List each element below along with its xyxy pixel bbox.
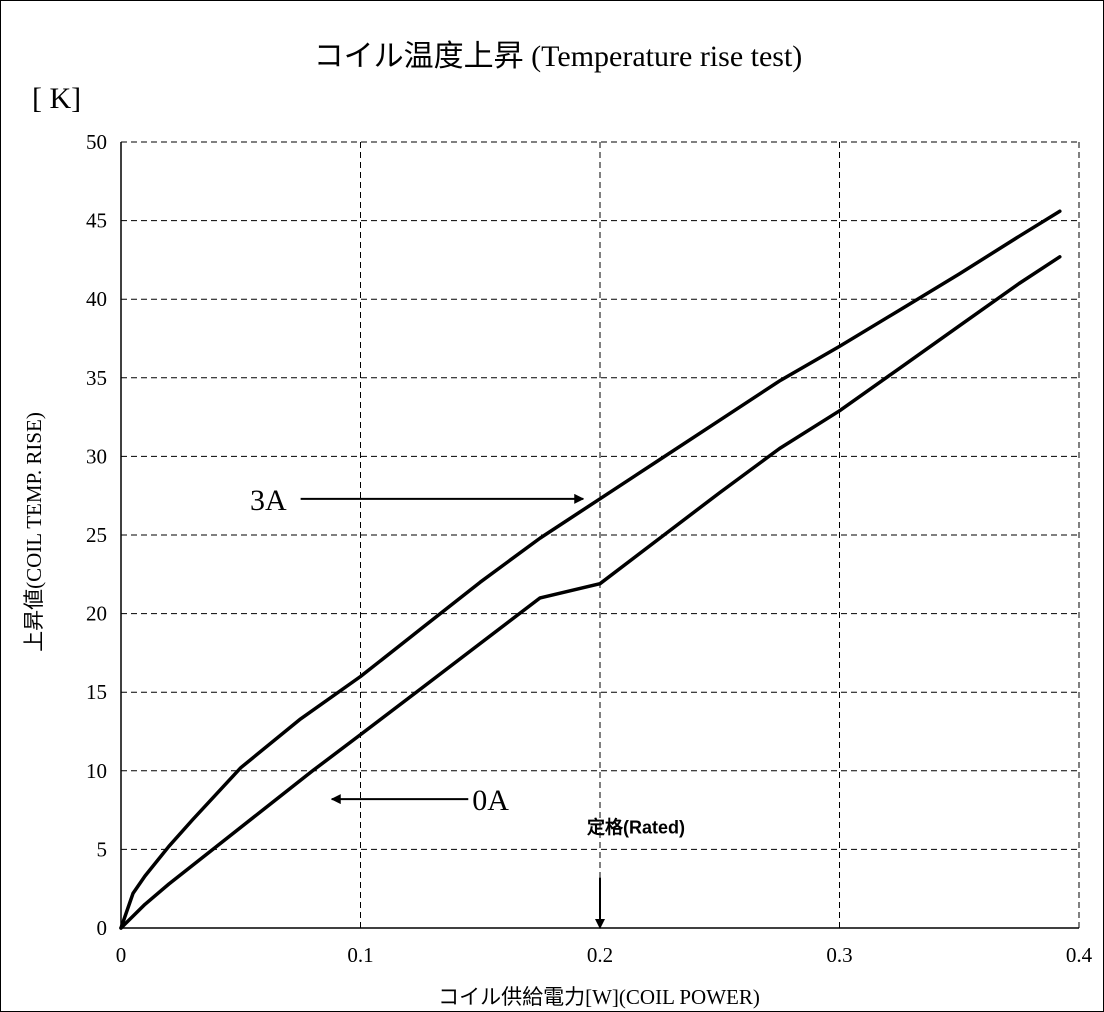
series: [119, 209, 1062, 930]
y-unit-label: [ K]: [32, 82, 81, 115]
x-tick-label: 0.4: [1066, 943, 1093, 967]
y-tick-label: 25: [86, 523, 107, 547]
x-tick-label: 0.2: [587, 943, 613, 967]
y-tick-label: 20: [86, 602, 107, 626]
x-tick-label: 0.3: [826, 943, 852, 967]
x-tick-label: 0: [116, 943, 127, 967]
y-tick-label: 45: [86, 209, 107, 233]
chart-title: コイル温度上昇 (Temperature rise test): [314, 40, 803, 73]
grid: [121, 141, 1080, 928]
annotation-label-3a: 3A: [250, 484, 287, 517]
y-tick-label: 40: [86, 287, 107, 311]
y-axis-label: 上昇値(COIL TEMP. RISE): [22, 412, 46, 652]
tick-labels: 0 5 10 15 20 25 30 35 40 45 50 0 0.1 0.2 0.3 0.4: [86, 130, 1093, 967]
y-tick-label: 5: [97, 837, 108, 861]
y-tick-label: 10: [86, 759, 107, 783]
annotation-label-0a: 0A: [472, 784, 509, 817]
x-axis-label: コイル供給電力[W](COIL POWER): [438, 985, 760, 1009]
y-tick-label: 15: [86, 680, 107, 704]
annotation-label-rated: 定格(Rated): [587, 817, 685, 838]
y-tick-label: 30: [86, 444, 107, 468]
x-tick-label: 0.1: [347, 943, 373, 967]
annotations: 3A 0A 定格(Rated): [250, 484, 685, 929]
series-line-3A: [119, 209, 1062, 930]
series-line-0A: [119, 255, 1062, 930]
y-tick-label: 50: [86, 130, 107, 154]
y-tick-label: 0: [97, 916, 108, 940]
y-tick-label: 35: [86, 366, 107, 390]
